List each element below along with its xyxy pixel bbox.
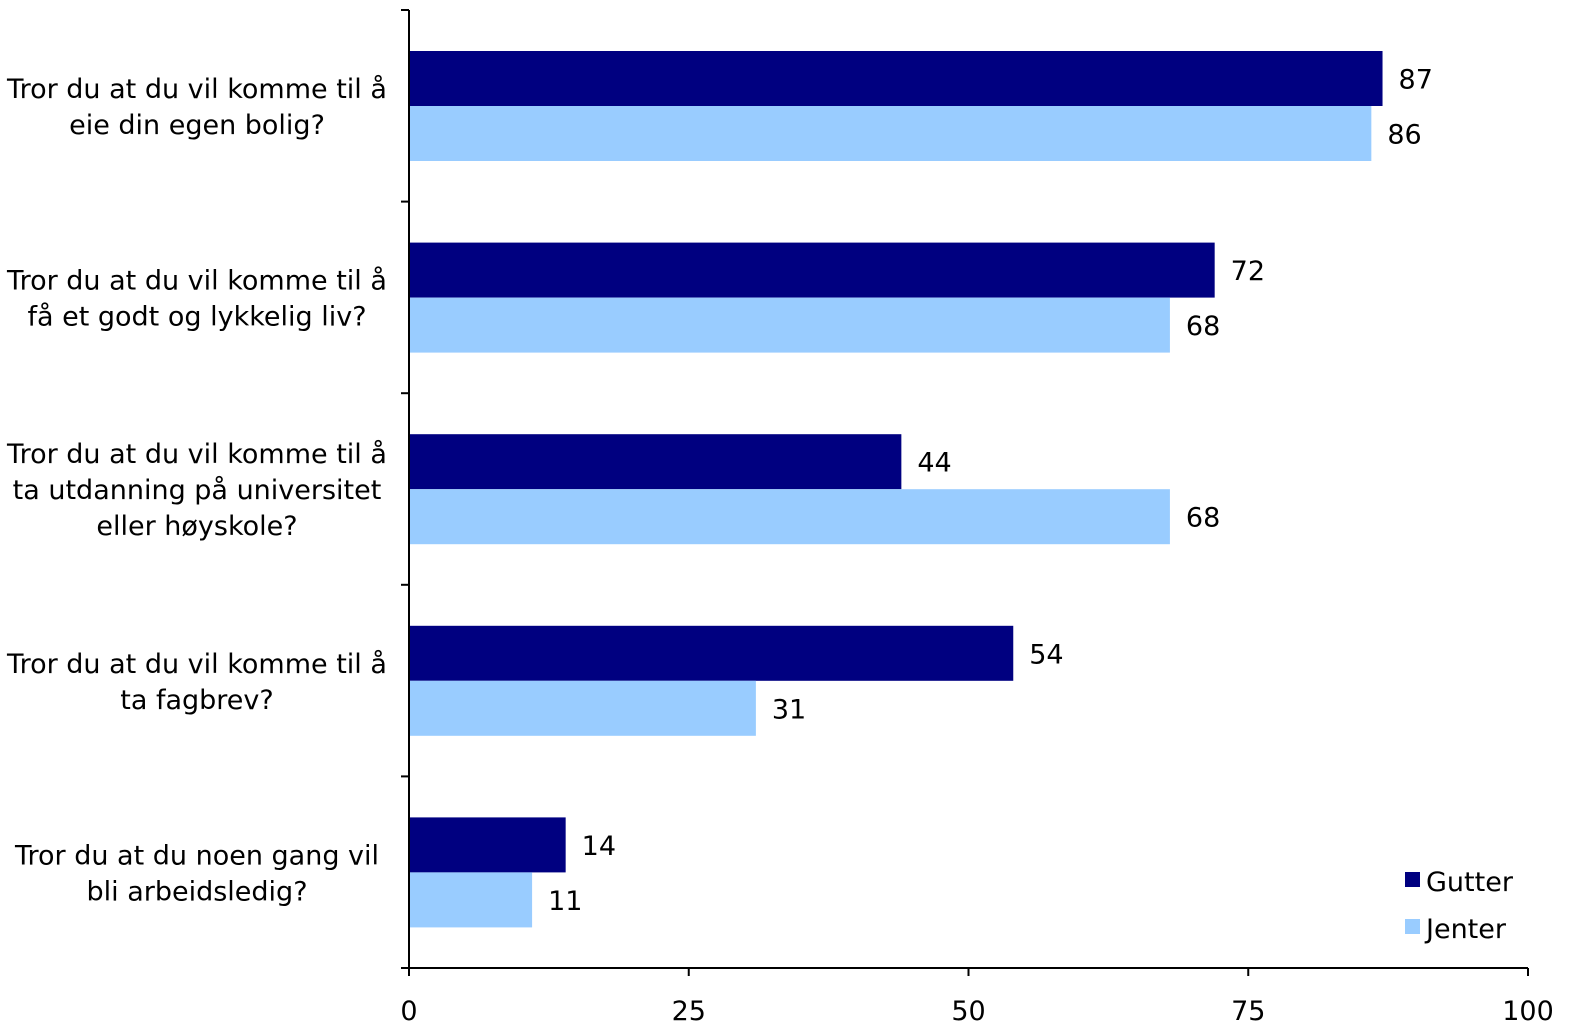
category-label-2-line-1: Tror du at du vil komme til å bbox=[6, 266, 387, 297]
bar-jenter-3 bbox=[409, 489, 1170, 545]
bar-jenter-1 bbox=[409, 106, 1372, 161]
legend-label-jenter: Jenter bbox=[1424, 914, 1507, 945]
category-label-1-line-2: eie din egen bolig? bbox=[69, 110, 325, 141]
value-label-jenter-1: 86 bbox=[1387, 120, 1421, 151]
legend-label-gutter: Gutter bbox=[1426, 867, 1514, 898]
x-tick-label: 75 bbox=[1231, 996, 1265, 1027]
legend: Gutter Jenter bbox=[1405, 867, 1514, 945]
category-label-4-line-1: Tror du at du vil komme til å bbox=[6, 649, 387, 680]
bar-gutter-4 bbox=[409, 625, 1014, 681]
category-label-4-line-2: ta fagbrev? bbox=[120, 685, 273, 716]
bar-gutter-2 bbox=[409, 242, 1215, 298]
value-label-jenter-5: 11 bbox=[548, 886, 582, 917]
x-tick-label: 100 bbox=[1502, 996, 1554, 1027]
value-label-gutter-1: 87 bbox=[1399, 65, 1433, 96]
category-labels: Tror du at du vil komme til å eie din ege… bbox=[6, 74, 387, 907]
category-label-5-line-1: Tror du at du noen gang vil bbox=[14, 840, 379, 871]
bar-gutter-5 bbox=[409, 817, 566, 873]
bar-jenter-2 bbox=[409, 297, 1170, 353]
x-tick-label: 0 bbox=[400, 996, 417, 1027]
value-label-jenter-2: 68 bbox=[1186, 311, 1220, 342]
bar-gutter-3 bbox=[409, 434, 902, 490]
category-label-3-line-1: Tror du at du vil komme til å bbox=[6, 439, 387, 470]
x-tick-label: 50 bbox=[951, 996, 985, 1027]
value-label-jenter-3: 68 bbox=[1186, 503, 1220, 534]
x-tick-label: 25 bbox=[672, 996, 706, 1027]
value-label-gutter-2: 72 bbox=[1231, 256, 1265, 287]
legend-swatch-gutter bbox=[1405, 872, 1420, 887]
category-label-5-line-2: bli arbeidsledig? bbox=[86, 876, 307, 907]
category-label-1-line-1: Tror du at du vil komme til å bbox=[6, 74, 387, 105]
axes: 0 25 50 75 100 bbox=[400, 9, 1554, 1027]
legend-swatch-jenter bbox=[1405, 919, 1420, 934]
category-label-2-line-2: få et godt og lykkelig liv? bbox=[27, 302, 366, 333]
category-label-3-line-2: ta utdanning på universitet bbox=[13, 475, 382, 506]
bar-jenter-4 bbox=[409, 680, 756, 736]
value-label-gutter-4: 54 bbox=[1029, 639, 1063, 670]
value-label-gutter-5: 14 bbox=[582, 831, 616, 862]
bar-gutter-1 bbox=[409, 51, 1383, 106]
value-label-gutter-3: 44 bbox=[917, 448, 951, 479]
category-label-3-line-3: eller høyskole? bbox=[96, 511, 297, 542]
bars-layer bbox=[409, 51, 1383, 928]
bar-jenter-5 bbox=[409, 872, 533, 928]
value-label-jenter-4: 31 bbox=[772, 694, 806, 725]
